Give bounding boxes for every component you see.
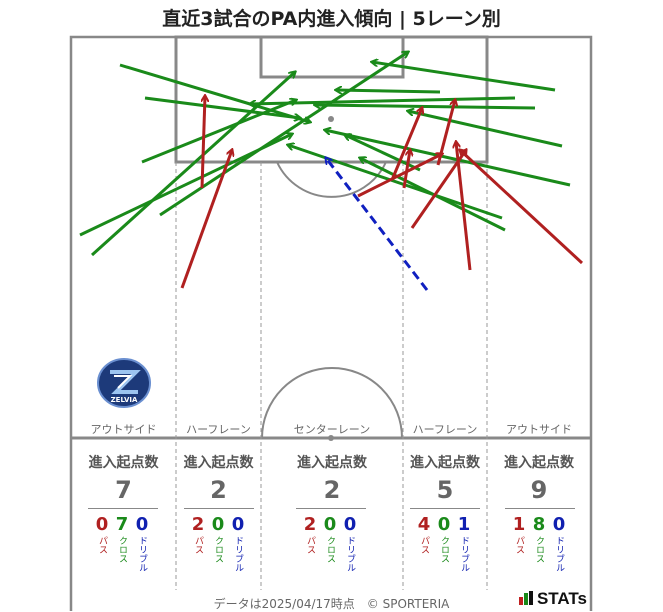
pass-count: 0 bbox=[95, 514, 109, 535]
brand-name: STATs bbox=[536, 589, 587, 608]
lane-rule bbox=[410, 508, 480, 509]
lane-total: 9 bbox=[530, 476, 548, 504]
lane-breakdown: 2 パス 0 クロス 0 ドリブル bbox=[303, 514, 357, 572]
pass-label: パス bbox=[193, 536, 203, 554]
dribble-label: ドリブル bbox=[345, 536, 355, 572]
lane-stat-head: 進入起点数 bbox=[410, 455, 480, 471]
chart-title: 直近3試合のPA内進入傾向 | 5レーン別 bbox=[162, 8, 501, 30]
cross-count: 0 bbox=[437, 514, 451, 535]
club-emblem: ZELVIA bbox=[97, 358, 151, 408]
lane-total: 7 bbox=[115, 476, 132, 504]
dribble-count: 0 bbox=[343, 514, 357, 535]
dribble-label: ドリブル bbox=[554, 536, 564, 572]
pass-arrow bbox=[436, 100, 455, 166]
pass-label: パス bbox=[419, 536, 429, 554]
cross-label: クロス bbox=[325, 536, 335, 563]
dribble-count: 1 bbox=[457, 514, 471, 535]
cross-label: クロス bbox=[117, 536, 127, 563]
lane-breakdown: 2 パス 0 クロス 0 ドリブル bbox=[191, 514, 245, 572]
center-spot bbox=[328, 435, 334, 441]
cross-count: 7 bbox=[115, 514, 129, 535]
pass-arrow bbox=[402, 150, 410, 189]
lane-total: 5 bbox=[436, 476, 454, 504]
lane-label-halfspace-left: ハーフレーン bbox=[186, 423, 251, 436]
cross-label: クロス bbox=[439, 536, 449, 563]
svg-text:ZELVIA: ZELVIA bbox=[111, 396, 138, 404]
lane-rule bbox=[184, 508, 254, 509]
pass-label: パス bbox=[514, 536, 524, 554]
pass-arrow bbox=[460, 150, 584, 265]
lane-label-outside-right: アウトサイド bbox=[506, 423, 572, 436]
dribble-label: ドリブル bbox=[459, 536, 469, 572]
lane-label-halfspace-right: ハーフレーン bbox=[412, 423, 478, 436]
center-circle bbox=[261, 367, 403, 439]
pass-count: 2 bbox=[303, 514, 317, 535]
cross-arrow bbox=[315, 105, 536, 110]
footer-note: データは2025/04/17時点 © SPORTERIA bbox=[213, 597, 450, 611]
lane-rule bbox=[296, 508, 366, 509]
pass-arrow bbox=[390, 108, 422, 181]
cross-arrow bbox=[360, 158, 506, 232]
pass-arrow bbox=[180, 150, 232, 289]
dribble-count: 0 bbox=[552, 514, 566, 535]
lane-label-outside-left: アウトサイド bbox=[90, 423, 157, 436]
penalty-arc bbox=[276, 161, 387, 198]
lane-total: 2 bbox=[210, 476, 227, 504]
lane-stat-head: 進入起点数 bbox=[88, 455, 159, 471]
cross-label: クロス bbox=[534, 536, 544, 563]
cross-arrow bbox=[408, 111, 563, 148]
lane-total: 2 bbox=[323, 476, 341, 504]
cross-arrow bbox=[119, 63, 310, 122]
cross-count: 0 bbox=[323, 514, 337, 535]
lane-breakdown: 0 パス 7 クロス 0 ドリブル bbox=[95, 514, 149, 572]
lane-stat-head: 進入起点数 bbox=[297, 455, 367, 471]
pass-arrow bbox=[456, 142, 472, 271]
pass-count: 4 bbox=[417, 514, 431, 535]
lane-rule bbox=[88, 508, 158, 509]
dribble-count: 0 bbox=[231, 514, 245, 535]
penalty-spot bbox=[328, 116, 334, 122]
dribble-count: 0 bbox=[135, 514, 149, 535]
brand-logo: STATs bbox=[518, 589, 587, 609]
pass-count: 2 bbox=[191, 514, 205, 535]
cross-arrow bbox=[372, 62, 556, 92]
lane-label-center: センターレーン bbox=[293, 423, 371, 436]
cross-arrow bbox=[336, 90, 441, 92]
lane-rule bbox=[505, 508, 575, 509]
lane-breakdown: 4 パス 0 クロス 1 ドリブル bbox=[417, 514, 471, 572]
cross-arrow bbox=[141, 100, 296, 164]
dribble-label: ドリブル bbox=[233, 536, 243, 572]
pass-label: パス bbox=[97, 536, 107, 554]
cross-arrow bbox=[144, 96, 300, 118]
lane-breakdown: 1 パス 8 クロス 0 ドリブル bbox=[512, 514, 566, 572]
dribble-label: ドリブル bbox=[137, 536, 147, 572]
lane-stat-head: 進入起点数 bbox=[183, 455, 254, 471]
pass-count: 1 bbox=[512, 514, 526, 535]
stats-logo-icon bbox=[518, 591, 533, 605]
cross-arrow bbox=[288, 145, 503, 220]
pass-label: パス bbox=[305, 536, 315, 554]
pass-arrow bbox=[200, 96, 205, 189]
pass-arrow bbox=[357, 154, 442, 198]
cross-count: 0 bbox=[211, 514, 225, 535]
cross-label: クロス bbox=[213, 536, 223, 563]
lane-stat-head: 進入起点数 bbox=[504, 455, 574, 471]
cross-count: 8 bbox=[532, 514, 546, 535]
cross-arrow bbox=[325, 130, 571, 187]
cross-arrow bbox=[250, 96, 516, 104]
